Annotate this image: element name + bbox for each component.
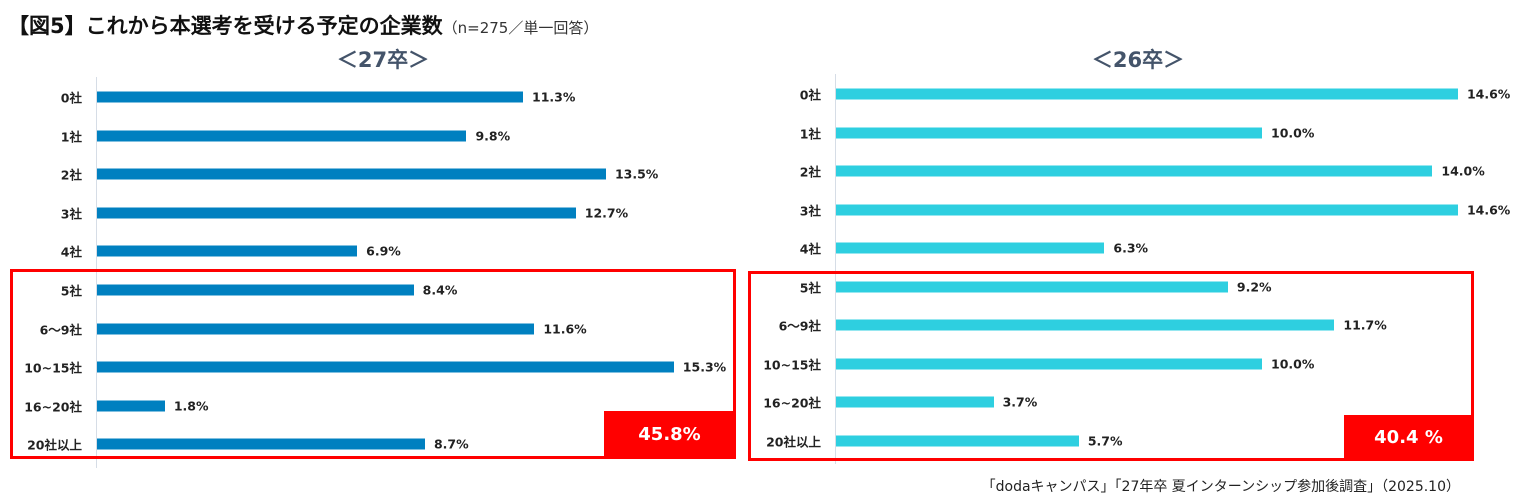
bar (836, 281, 1228, 292)
bar (836, 396, 994, 408)
bar (836, 435, 1079, 446)
category-label: 5社 (60, 283, 82, 299)
category-label: 20社以上 (27, 437, 82, 453)
data-label: 9.8% (475, 128, 511, 144)
category-label: 6〜9社 (778, 318, 821, 334)
bar (97, 91, 523, 103)
data-label: 6.3% (1113, 240, 1149, 256)
bar (836, 204, 1458, 215)
data-label: 6.9% (366, 243, 401, 259)
highlight-total: 45.8% (604, 411, 735, 458)
category-label: 0社 (799, 87, 821, 103)
data-label: 11.7% (1343, 317, 1387, 333)
category-label: 20社以上 (766, 434, 821, 449)
bar (836, 127, 1262, 138)
data-label: 11.3% (532, 89, 576, 105)
data-label: 13.5% (614, 166, 659, 182)
highlight-box (748, 271, 1474, 461)
data-label: 8.7% (433, 436, 469, 452)
data-label: 15.3% (682, 359, 727, 375)
bar (836, 88, 1458, 100)
chart-title: ＜26卒＞ (1091, 48, 1185, 72)
data-label: 14.6% (1466, 202, 1511, 217)
y-axis-line (835, 74, 836, 464)
bar (97, 168, 606, 180)
category-label: 2社 (60, 167, 82, 183)
bar (97, 361, 674, 373)
data-label: 5.7% (1087, 433, 1123, 448)
y-axis-line (96, 77, 97, 468)
bar (97, 438, 425, 450)
data-label: 14.6% (1466, 86, 1511, 102)
source-note: 「dodaキャンパス」「27年卒 夏インターンシップ参加後調査」（2025.10… (981, 479, 1460, 495)
bar (836, 358, 1262, 369)
bar (97, 323, 535, 335)
bar (97, 400, 165, 412)
data-label: 1.8% (173, 398, 209, 414)
data-label: 10.0% (1271, 356, 1315, 371)
category-label: 16~20社 (763, 395, 821, 411)
figure-title: 【図5】これから本選考を受ける予定の企業数（n=275／単一回答） (8, 10, 598, 40)
chart-title: ＜27卒＞ (336, 48, 430, 72)
category-label: 5社 (799, 280, 821, 295)
category-label: 1社 (799, 126, 821, 141)
bar (836, 242, 1105, 254)
highlight-box (10, 269, 736, 459)
data-label: 10.0% (1271, 125, 1315, 140)
bar (836, 165, 1433, 177)
data-label: 3.7% (1002, 394, 1038, 410)
bar (97, 245, 358, 257)
sample-note: （n=275／単一回答） (442, 19, 599, 37)
category-label: 2社 (799, 164, 821, 180)
bar (97, 130, 467, 142)
category-label: 4社 (799, 241, 821, 257)
data-label: 12.7% (584, 205, 629, 221)
data-label: 14.0% (1441, 163, 1485, 179)
category-label: 4社 (60, 244, 82, 260)
highlight-total: 40.4 % (1344, 415, 1473, 460)
category-label: 6〜9社 (39, 322, 82, 338)
category-label: 10~15社 (763, 357, 821, 372)
bar (97, 207, 576, 219)
category-label: 10~15社 (24, 360, 82, 376)
bar (97, 284, 414, 296)
data-label: 8.4% (422, 282, 458, 298)
category-label: 3社 (60, 206, 82, 222)
title-text: 【図5】これから本選考を受ける予定の企業数 (8, 14, 443, 38)
category-label: 16~20社 (24, 399, 82, 415)
category-label: 1社 (60, 129, 82, 145)
data-label: 9.2% (1236, 279, 1272, 294)
data-label: 11.6% (543, 321, 587, 337)
category-label: 3社 (799, 203, 821, 218)
bar (836, 319, 1335, 331)
category-label: 0社 (60, 90, 82, 106)
